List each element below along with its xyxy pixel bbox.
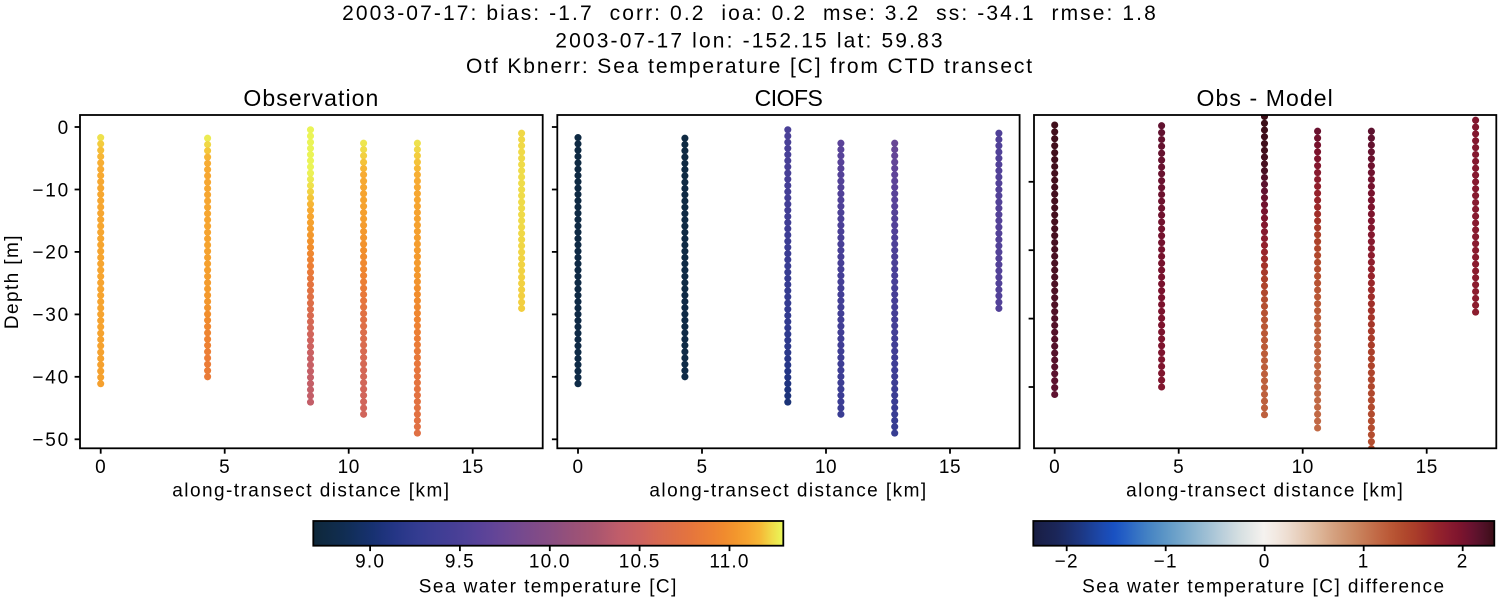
svg-text:10.5: 10.5 (619, 552, 661, 573)
svg-text:−10: −10 (32, 180, 70, 201)
svg-text:−40: −40 (32, 368, 70, 389)
svg-text:−1: −1 (1154, 552, 1178, 573)
svg-text:along-transect distance [km]: along-transect distance [km] (649, 481, 927, 502)
svg-text:0: 0 (95, 457, 106, 478)
svg-text:CIOFS: CIOFS (755, 85, 823, 111)
svg-text:10: 10 (338, 457, 360, 478)
svg-text:9.0: 9.0 (355, 552, 385, 573)
svg-text:−50: −50 (32, 430, 70, 451)
svg-text:Observation: Observation (243, 85, 379, 111)
svg-text:−30: −30 (32, 305, 70, 326)
svg-text:15: 15 (939, 457, 961, 478)
svg-text:11.0: 11.0 (709, 552, 749, 573)
svg-text:15: 15 (1416, 457, 1438, 478)
svg-text:−20: −20 (32, 243, 70, 264)
svg-text:Otf Kbnerr: Sea temperature [C: Otf Kbnerr: Sea temperature [C] from CTD… (466, 55, 1034, 78)
svg-text:5: 5 (1173, 457, 1184, 478)
svg-text:Depth [m]: Depth [m] (2, 234, 23, 329)
svg-text:2003-07-17 lon: -152.15 lat: 5: 2003-07-17 lon: -152.15 lat: 59.83 (555, 30, 945, 53)
svg-text:10.0: 10.0 (529, 552, 571, 573)
svg-text:along-transect distance [km]: along-transect distance [km] (172, 481, 450, 502)
svg-text:Obs - Model: Obs - Model (1197, 85, 1334, 111)
svg-text:10: 10 (1292, 457, 1314, 478)
svg-text:0: 0 (572, 457, 583, 478)
svg-text:1: 1 (1358, 552, 1370, 573)
svg-text:0: 0 (58, 118, 70, 139)
svg-text:15: 15 (462, 457, 484, 478)
svg-text:Sea water temperature [C]: Sea water temperature [C] (419, 577, 678, 598)
svg-text:9.5: 9.5 (445, 552, 475, 573)
svg-text:0: 0 (1259, 552, 1271, 573)
svg-text:0: 0 (1049, 457, 1060, 478)
svg-text:2: 2 (1457, 552, 1469, 573)
svg-text:10: 10 (815, 457, 837, 478)
svg-text:−2: −2 (1055, 552, 1079, 573)
svg-text:along-transect distance [km]: along-transect distance [km] (1126, 481, 1404, 502)
svg-text:2003-07-17: bias: -1.7 corr:: 2003-07-17: bias: -1.7 corr: 0.2 ioa: 0.… (342, 2, 1158, 25)
svg-text:5: 5 (696, 457, 707, 478)
svg-text:Sea water temperature [C] diff: Sea water temperature [C] difference (1082, 577, 1445, 598)
svg-text:5: 5 (219, 457, 230, 478)
